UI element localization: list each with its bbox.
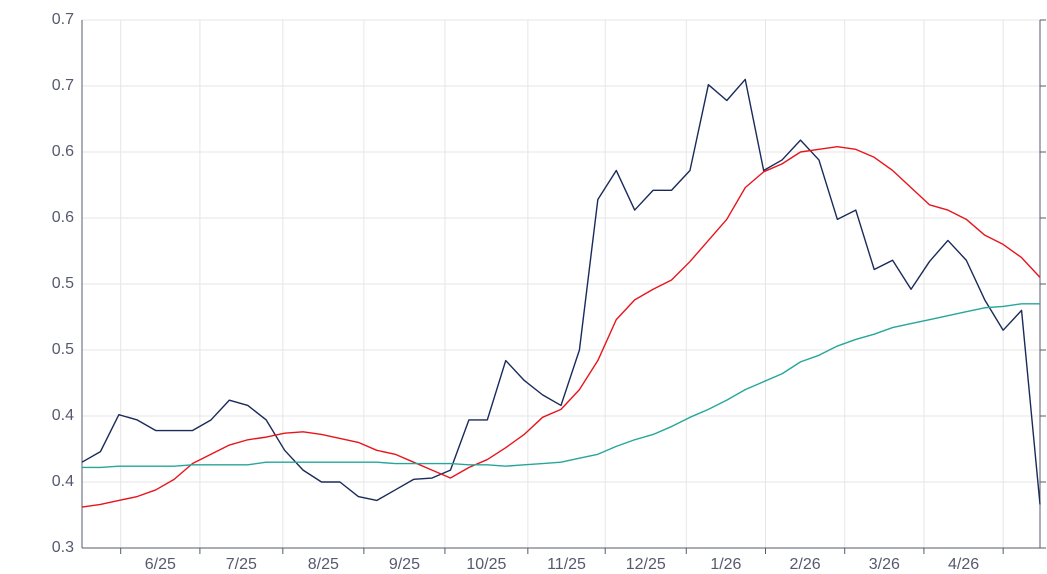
y-tick-label: 0.4 — [52, 407, 74, 424]
x-tick-label: 9/25 — [389, 556, 420, 573]
y-tick-label: 0.6 — [52, 143, 74, 160]
x-tick-label: 10/25 — [466, 556, 506, 573]
x-tick-label: 11/25 — [547, 556, 586, 573]
y-tick-label: 0.5 — [52, 275, 74, 292]
y-tick-label: 0.3 — [52, 539, 74, 556]
x-tick-label: 6/25 — [145, 556, 176, 573]
x-tick-label: 2/26 — [790, 556, 821, 573]
x-tick-label: 1/26 — [710, 556, 741, 573]
y-tick-label: 0.7 — [52, 77, 74, 94]
x-tick-label: 8/25 — [308, 556, 339, 573]
x-tick-label: 4/26 — [948, 556, 979, 573]
line-series — [82, 303, 1040, 469]
x-tick-label: 12/25 — [626, 556, 666, 573]
line-series — [81, 146, 1041, 508]
y-tick-label: 0.6 — [52, 209, 74, 226]
x-tick-label: 3/26 — [869, 556, 900, 573]
x-tick-label: 7/25 — [226, 556, 257, 573]
y-tick-label: 0.7 — [52, 11, 74, 28]
y-tick-label: 0.5 — [52, 341, 74, 358]
y-tick-label: 0.4 — [52, 473, 74, 490]
line-series — [81, 78, 1041, 505]
